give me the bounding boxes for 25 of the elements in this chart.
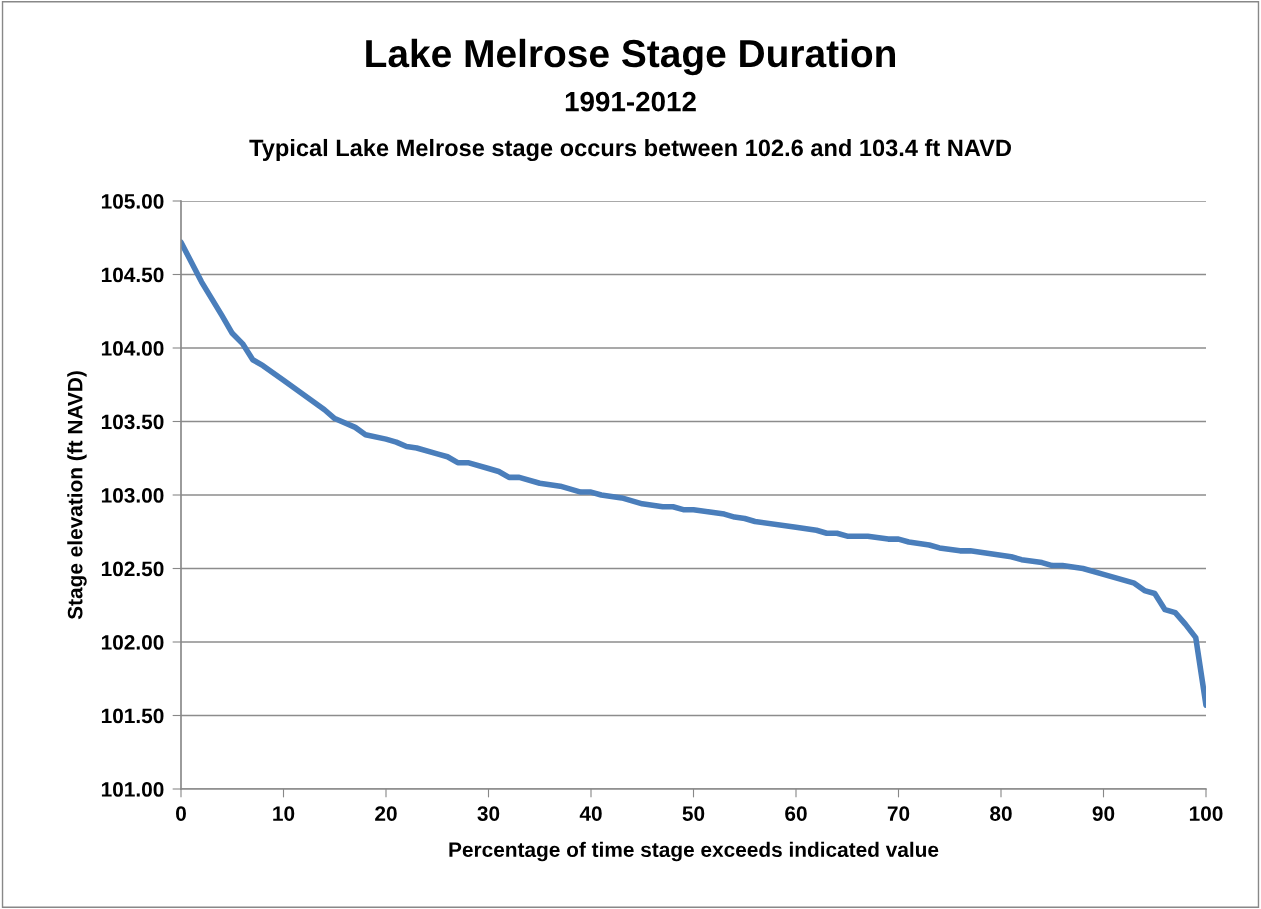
x-tick-label: 30 <box>477 806 500 821</box>
x-tick-label: 100 <box>1189 806 1223 821</box>
chart-subtitle: 1991-2012 <box>565 91 696 112</box>
y-tick-label: 102.50 <box>101 561 164 577</box>
x-tick-label: 20 <box>375 806 397 821</box>
y-tick-label: 101.00 <box>101 782 164 797</box>
x-axis-title: Percentage of time stage exceeds indicated value <box>449 841 939 862</box>
x-tick-label: 50 <box>682 806 705 821</box>
text: Typical Lake Melrose stage occurs between 102.6 and 103.4 ft NAVD <box>249 138 1011 162</box>
y-tick-label: 104.50 <box>101 267 164 283</box>
x-tick-label: 90 <box>1092 806 1115 821</box>
x-tick-label: 70 <box>887 806 910 821</box>
y-tick-label: 104.00 <box>101 341 164 356</box>
x-tick-label: 10 <box>273 806 295 821</box>
y-tick-label: 105.00 <box>101 194 164 209</box>
y-tick-label: 103.00 <box>101 488 164 503</box>
y-tick-label: 102.00 <box>101 635 164 650</box>
x-tick-label: 0 <box>176 806 186 821</box>
y-axis-title: Stage elevation (ft NAVD) <box>67 371 87 620</box>
x-tick-label: 80 <box>990 806 1012 821</box>
y-tick-label: 101.50 <box>101 708 164 724</box>
x-tick-label: 40 <box>579 806 602 821</box>
y-tick-label: 103.50 <box>101 414 164 430</box>
x-tick-label: 60 <box>785 806 807 821</box>
chart-title: Lake Melrose Stage Duration <box>366 38 896 76</box>
